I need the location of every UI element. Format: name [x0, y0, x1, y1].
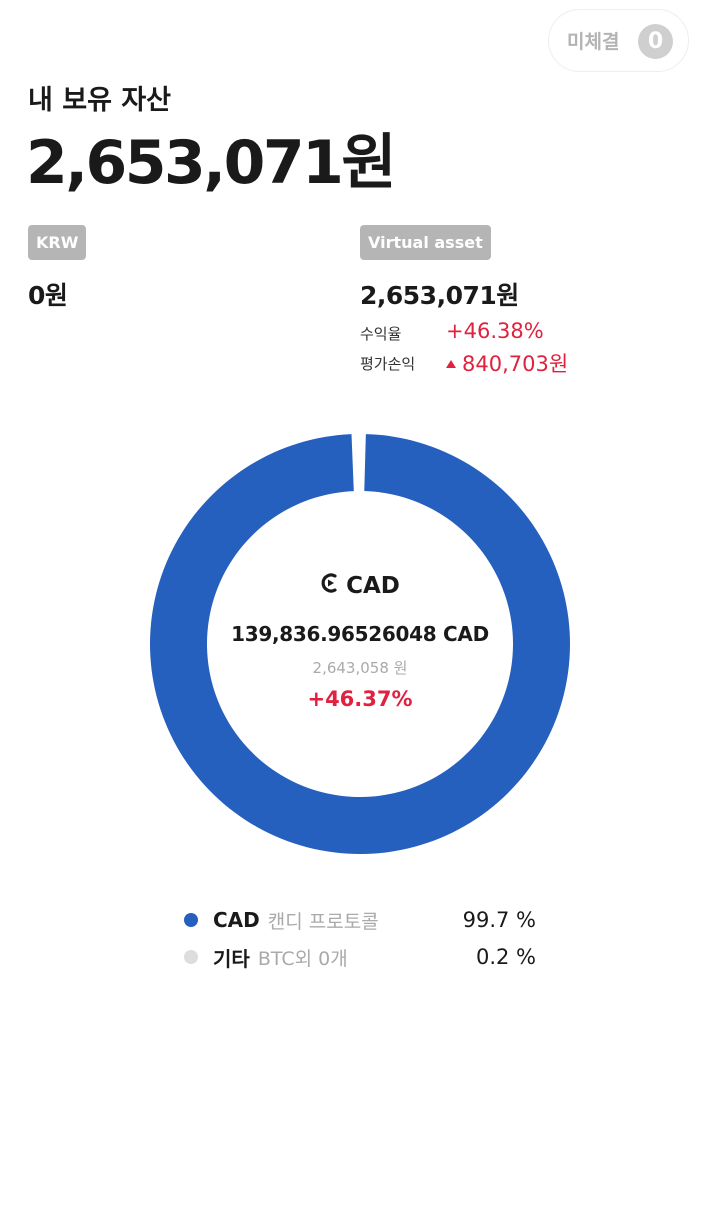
krw-tag: KRW [28, 225, 87, 260]
return-rate-text: +46.38% [446, 319, 544, 343]
pending-orders-count: 0 [638, 24, 673, 59]
return-rate-label: 수익율 [360, 325, 402, 343]
total-assets-amount: 2,653,071원 [26, 128, 397, 198]
allocation-donut-chart[interactable] [150, 434, 570, 854]
pending-orders-button[interactable]: 미체결 0 [548, 9, 689, 72]
legend-percent: 0.2 % [475, 945, 536, 969]
pnl-text: 840,703원 [462, 352, 569, 376]
pnl-value: 840,703원 [446, 348, 568, 378]
legend-symbol: 기타 [213, 946, 250, 971]
page-title: 내 보유 자산 [28, 85, 171, 116]
legend-symbol: CAD [213, 908, 260, 932]
pending-orders-label: 미체결 [567, 31, 620, 53]
virtual-asset-tag: Virtual asset [360, 225, 491, 260]
legend-item-cad[interactable]: CAD 캔디 프로토콜 99.7 % [184, 905, 536, 935]
donut-svg [150, 434, 570, 854]
legend-name: BTC외 0개 [257, 947, 348, 970]
legend-item-others[interactable]: 기타 BTC외 0개 0.2 % [184, 942, 536, 972]
virtual-asset-balance: 2,653,071원 [360, 281, 519, 310]
legend-name: 캔디 프로토콜 [267, 910, 379, 933]
legend-dot [184, 950, 198, 964]
return-rate-value: +46.38% [446, 319, 544, 343]
legend-dot [184, 913, 198, 927]
donut-slice-0[interactable] [150, 434, 570, 854]
pnl-label: 평가손익 [360, 355, 416, 373]
krw-balance: 0원 [28, 281, 68, 310]
triangle-up-icon [446, 359, 456, 368]
legend-percent: 99.7 % [462, 908, 536, 932]
